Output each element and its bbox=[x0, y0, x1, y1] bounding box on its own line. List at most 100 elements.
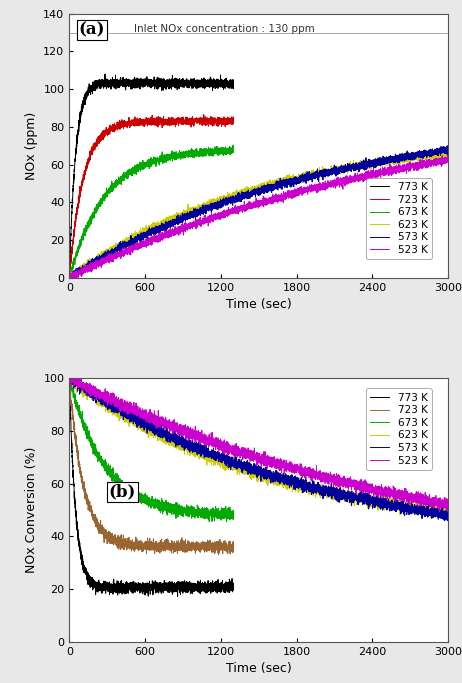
773 K bbox=[175, 592, 180, 600]
723 K bbox=[174, 538, 180, 546]
523 K bbox=[157, 419, 162, 427]
723 K bbox=[175, 117, 180, 125]
523 K bbox=[157, 235, 162, 243]
773 K bbox=[76, 533, 81, 542]
523 K bbox=[237, 204, 242, 212]
Line: 723 K: 723 K bbox=[69, 115, 233, 280]
Line: 573 K: 573 K bbox=[69, 146, 448, 280]
573 K bbox=[157, 421, 162, 430]
673 K bbox=[175, 503, 180, 512]
723 K bbox=[103, 128, 109, 137]
Line: 573 K: 573 K bbox=[69, 378, 448, 520]
673 K bbox=[198, 151, 203, 159]
523 K bbox=[443, 158, 448, 167]
573 K bbox=[157, 223, 162, 232]
Line: 773 K: 773 K bbox=[69, 378, 233, 596]
573 K bbox=[71, 276, 76, 284]
523 K bbox=[209, 441, 215, 449]
523 K bbox=[154, 413, 160, 421]
573 K bbox=[445, 512, 451, 520]
673 K bbox=[224, 518, 229, 526]
673 K bbox=[231, 509, 236, 517]
673 K bbox=[89, 215, 95, 223]
623 K bbox=[444, 145, 450, 153]
723 K bbox=[201, 111, 207, 119]
723 K bbox=[198, 542, 203, 550]
773 K bbox=[67, 374, 72, 382]
773 K bbox=[195, 79, 200, 87]
573 K bbox=[67, 273, 72, 281]
773 K bbox=[89, 575, 95, 583]
723 K bbox=[216, 550, 221, 559]
Line: 523 K: 523 K bbox=[69, 155, 448, 282]
Y-axis label: NOx Conversion (%): NOx Conversion (%) bbox=[25, 447, 38, 573]
623 K bbox=[209, 197, 215, 206]
623 K bbox=[445, 508, 451, 516]
Line: 623 K: 623 K bbox=[69, 149, 448, 281]
623 K bbox=[236, 465, 242, 473]
573 K bbox=[237, 195, 242, 204]
623 K bbox=[67, 374, 72, 382]
Legend: 773 K, 723 K, 673 K, 623 K, 573 K, 523 K: 773 K, 723 K, 673 K, 623 K, 573 K, 523 K bbox=[366, 389, 432, 470]
573 K bbox=[443, 145, 448, 154]
723 K bbox=[76, 198, 81, 206]
673 K bbox=[89, 436, 95, 444]
X-axis label: Time (sec): Time (sec) bbox=[226, 663, 292, 675]
673 K bbox=[67, 374, 72, 382]
573 K bbox=[67, 374, 72, 382]
723 K bbox=[103, 527, 109, 535]
623 K bbox=[443, 509, 448, 517]
773 K bbox=[103, 582, 109, 590]
573 K bbox=[209, 201, 215, 209]
573 K bbox=[445, 147, 451, 155]
Legend: 773 K, 723 K, 673 K, 623 K, 573 K, 523 K: 773 K, 723 K, 673 K, 623 K, 573 K, 523 K bbox=[366, 178, 432, 260]
573 K bbox=[443, 511, 448, 519]
623 K bbox=[155, 224, 160, 232]
523 K bbox=[67, 278, 73, 286]
573 K bbox=[209, 449, 215, 457]
523 K bbox=[158, 233, 164, 241]
673 K bbox=[230, 141, 236, 149]
573 K bbox=[444, 516, 450, 525]
523 K bbox=[445, 501, 451, 509]
573 K bbox=[158, 433, 164, 441]
673 K bbox=[67, 376, 72, 384]
723 K bbox=[76, 454, 81, 462]
673 K bbox=[76, 245, 81, 253]
773 K bbox=[67, 270, 72, 278]
723 K bbox=[89, 148, 95, 156]
523 K bbox=[445, 151, 450, 159]
523 K bbox=[158, 420, 164, 428]
623 K bbox=[157, 219, 162, 227]
773 K bbox=[175, 79, 180, 87]
673 K bbox=[175, 150, 180, 158]
Line: 623 K: 623 K bbox=[69, 378, 448, 518]
523 K bbox=[67, 274, 72, 282]
723 K bbox=[89, 505, 95, 514]
X-axis label: Time (sec): Time (sec) bbox=[226, 298, 292, 311]
573 K bbox=[237, 456, 242, 464]
773 K bbox=[198, 576, 203, 585]
Text: Inlet NOx concentration : 130 ppm: Inlet NOx concentration : 130 ppm bbox=[134, 24, 315, 34]
723 K bbox=[194, 120, 200, 128]
623 K bbox=[69, 277, 74, 285]
Line: 673 K: 673 K bbox=[69, 145, 233, 281]
573 K bbox=[155, 422, 160, 430]
723 K bbox=[67, 374, 72, 382]
523 K bbox=[443, 504, 448, 512]
623 K bbox=[158, 431, 164, 439]
773 K bbox=[174, 581, 180, 589]
773 K bbox=[198, 82, 203, 90]
623 K bbox=[445, 148, 451, 156]
523 K bbox=[437, 507, 442, 516]
623 K bbox=[443, 150, 448, 158]
723 K bbox=[67, 275, 72, 283]
Line: 523 K: 523 K bbox=[69, 378, 448, 512]
773 K bbox=[76, 122, 81, 130]
673 K bbox=[198, 512, 203, 520]
673 K bbox=[76, 408, 81, 417]
573 K bbox=[445, 142, 450, 150]
523 K bbox=[209, 214, 215, 223]
723 K bbox=[67, 276, 72, 284]
773 K bbox=[231, 81, 236, 89]
